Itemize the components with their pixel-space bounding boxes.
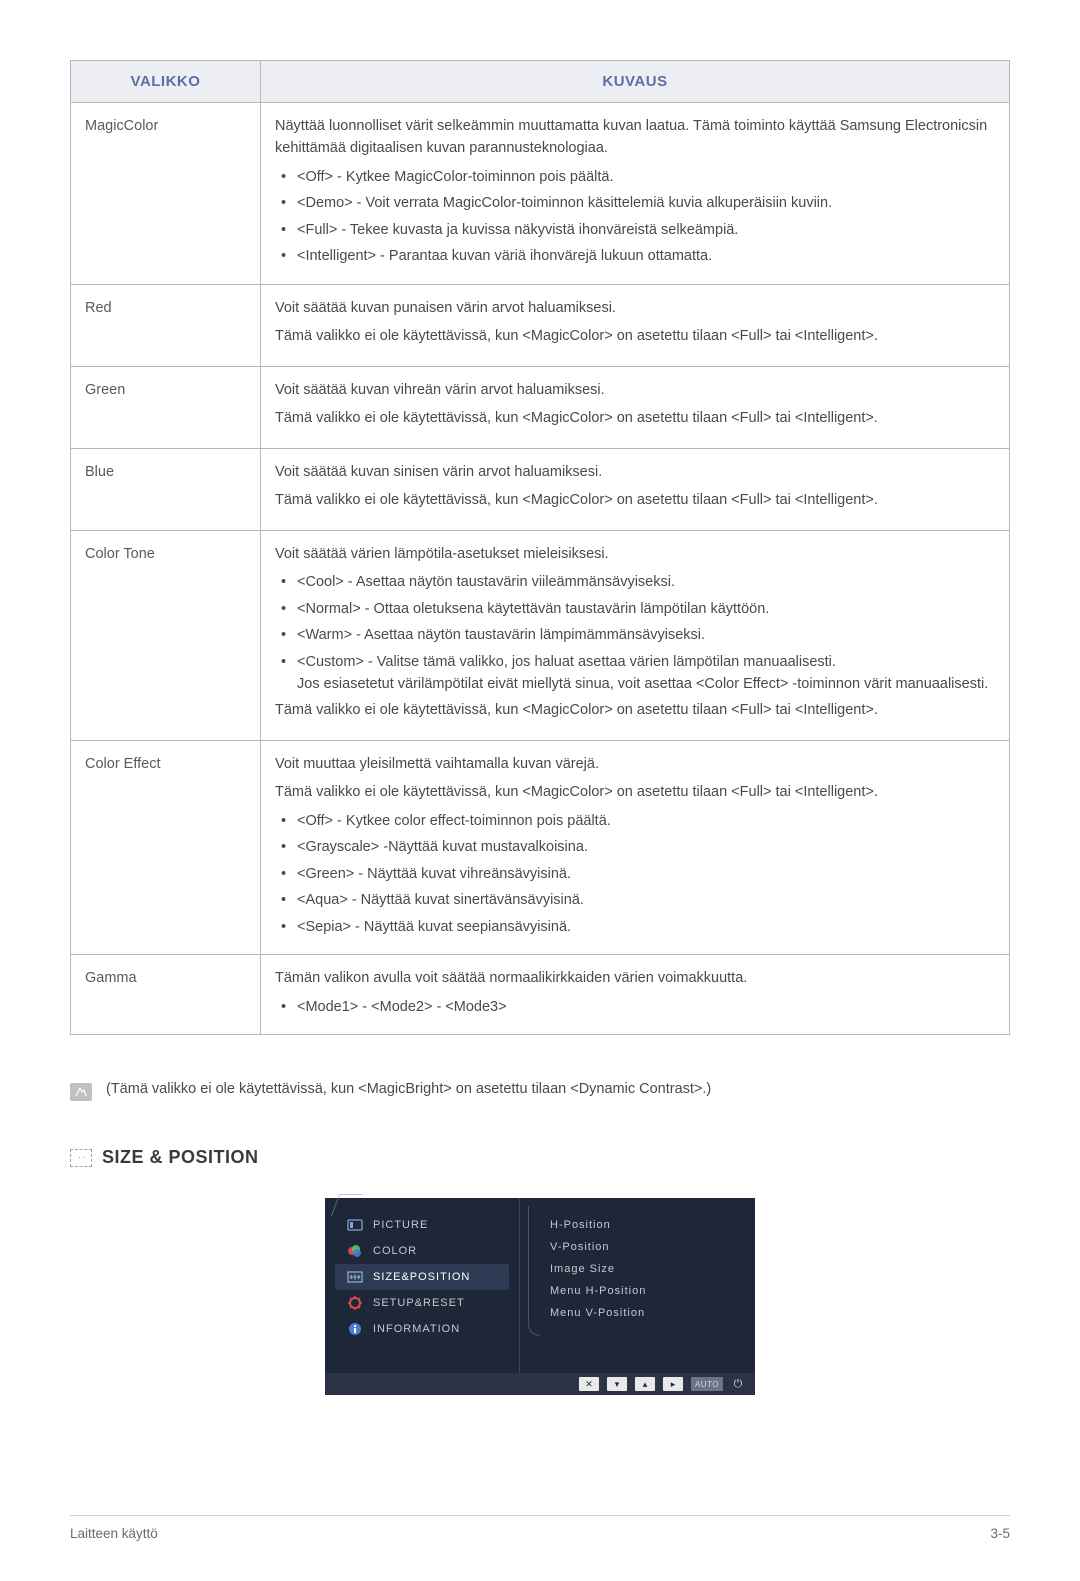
bullet-item: <Sepia> - Näyttää kuvat seepiansävyisinä…: [275, 916, 995, 938]
bullet-item: <Demo> - Voit verrata MagicColor-toiminn…: [275, 192, 995, 214]
osd-menu-icon: [347, 1296, 363, 1310]
bullet-item: <Aqua> - Näyttää kuvat sinertävänsävyisi…: [275, 889, 995, 911]
bullet-item: <Mode1> - <Mode2> - <Mode3>: [275, 996, 995, 1018]
footer-left: Laitteen käyttö: [70, 1526, 158, 1541]
osd-auto-button: AUTO: [691, 1377, 723, 1391]
table-row-name: Color Effect: [71, 740, 261, 954]
table-row-desc: Tämän valikon avulla voit säätää normaal…: [261, 955, 1010, 1035]
bullet-item: <Green> - Näyttää kuvat vihreänsävyisinä…: [275, 863, 995, 885]
table-row-name: Gamma: [71, 955, 261, 1035]
section-heading: SIZE & POSITION: [102, 1147, 259, 1168]
osd-menu-item: COLOR: [325, 1238, 519, 1264]
table-row-name: Color Tone: [71, 530, 261, 740]
osd-up-icon: ▴: [635, 1377, 655, 1391]
bullet-item: <Warm> - Asettaa näytön taustavärin lämp…: [275, 624, 995, 646]
note: (Tämä valikko ei ole käytettävissä, kun …: [70, 1081, 1010, 1101]
menu-table: VALIKKO KUVAUS MagicColorNäyttää luonnol…: [70, 60, 1010, 1035]
table-row-name: MagicColor: [71, 103, 261, 285]
osd-menu-item: INFORMATION: [325, 1316, 519, 1342]
osd-menu-item: SIZE&POSITION: [335, 1264, 509, 1290]
osd-menu-icon: [347, 1218, 363, 1232]
osd-sub-item: Menu V-Position: [550, 1302, 745, 1324]
note-icon: [70, 1083, 92, 1101]
th-desc: KUVAUS: [261, 61, 1010, 103]
osd-power-icon: ⏻: [731, 1377, 745, 1391]
osd-sub-item: Image Size: [550, 1258, 745, 1280]
table-row-name: Red: [71, 284, 261, 366]
osd-menu-label: COLOR: [373, 1245, 417, 1257]
table-row-name: Blue: [71, 448, 261, 530]
osd-screenshot: PICTURE COLOR SIZE&POSITION SETUP&RESET INFO…: [325, 1198, 755, 1395]
osd-right-icon: ▸: [663, 1377, 683, 1391]
bullet-item: <Off> - Kytkee color effect-toiminnon po…: [275, 810, 995, 832]
table-row-desc: Näyttää luonnolliset värit selkeämmin mu…: [261, 103, 1010, 285]
table-row-name: Green: [71, 366, 261, 448]
osd-menu-icon: [347, 1322, 363, 1336]
osd-menu-icon: [347, 1244, 363, 1258]
osd-close-icon: ✕: [579, 1377, 599, 1391]
osd-menu-item: SETUP&RESET: [325, 1290, 519, 1316]
table-row-desc: Voit säätää kuvan vihreän värin arvot ha…: [261, 366, 1010, 448]
table-row-desc: Voit säätää kuvan punaisen värin arvot h…: [261, 284, 1010, 366]
bullet-item: <Off> - Kytkee MagicColor-toiminnon pois…: [275, 166, 995, 188]
osd-sub-item: Menu H-Position: [550, 1280, 745, 1302]
osd-menu-item: PICTURE: [325, 1212, 519, 1238]
page-footer: Laitteen käyttö 3-5: [70, 1515, 1010, 1541]
table-row-desc: Voit säätää värien lämpötila-asetukset m…: [261, 530, 1010, 740]
bullet-item: <Grayscale> -Näyttää kuvat mustavalkoisi…: [275, 836, 995, 858]
osd-down-icon: ▾: [607, 1377, 627, 1391]
osd-footer: ✕ ▾ ▴ ▸ AUTO ⏻: [325, 1373, 755, 1395]
table-row-desc: Voit säätää kuvan sinisen värin arvot ha…: [261, 448, 1010, 530]
osd-sub-item: V-Position: [550, 1236, 745, 1258]
note-text: (Tämä valikko ei ole käytettävissä, kun …: [106, 1081, 711, 1097]
osd-menu-label: SIZE&POSITION: [373, 1271, 470, 1283]
osd-menu-label: INFORMATION: [373, 1323, 460, 1335]
bullet-item: <Custom> - Valitse tämä valikko, jos hal…: [275, 651, 995, 696]
bullet-item: <Cool> - Asettaa näytön taustavärin viil…: [275, 571, 995, 593]
osd-menu-label: PICTURE: [373, 1219, 428, 1231]
bullet-item: <Intelligent> - Parantaa kuvan väriä iho…: [275, 245, 995, 267]
osd-menu-label: SETUP&RESET: [373, 1297, 465, 1309]
osd-sub-item: H-Position: [550, 1214, 745, 1236]
table-row-desc: Voit muuttaa yleisilmettä vaihtamalla ku…: [261, 740, 1010, 954]
section-icon: · ·: [70, 1149, 92, 1167]
bullet-item: <Full> - Tekee kuvasta ja kuvissa näkyvi…: [275, 219, 995, 241]
osd-menu-icon: [347, 1270, 363, 1284]
section-heading-row: · · SIZE & POSITION: [70, 1147, 1010, 1168]
th-menu: VALIKKO: [71, 61, 261, 103]
bullet-item: <Normal> - Ottaa oletuksena käytettävän …: [275, 598, 995, 620]
footer-right: 3-5: [990, 1526, 1010, 1541]
